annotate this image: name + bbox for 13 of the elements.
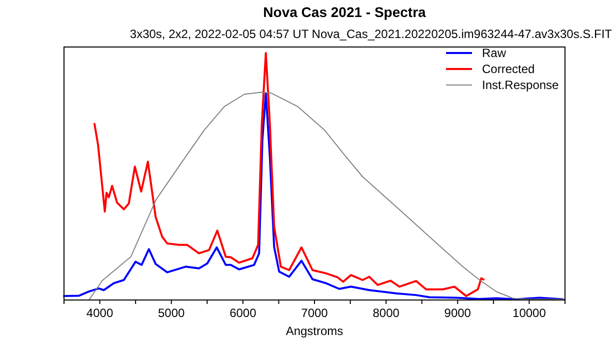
chart-subtitle: 3x30s, 2x2, 2022-02-05 04:57 UT Nova_Cas_2021.20220205.im963244-47.av3x30s.S.FIT — [130, 27, 613, 41]
x-tick-label: 10000 — [512, 306, 546, 320]
x-tick-label: 4000 — [86, 306, 114, 320]
legend-label: Raw — [482, 46, 506, 60]
x-tick-label: 6000 — [230, 306, 257, 320]
x-tick-label: 9000 — [444, 306, 472, 320]
x-tick-label: 7000 — [301, 306, 328, 320]
x-tick-label: 8000 — [372, 306, 400, 320]
legend-label: Corrected — [482, 62, 535, 76]
x-axis-title: Angstroms — [286, 324, 344, 338]
legend-label: Inst.Response — [482, 78, 560, 92]
chart-title: Nova Cas 2021 - Spectra — [263, 4, 426, 20]
x-tick-label: 5000 — [158, 306, 186, 320]
